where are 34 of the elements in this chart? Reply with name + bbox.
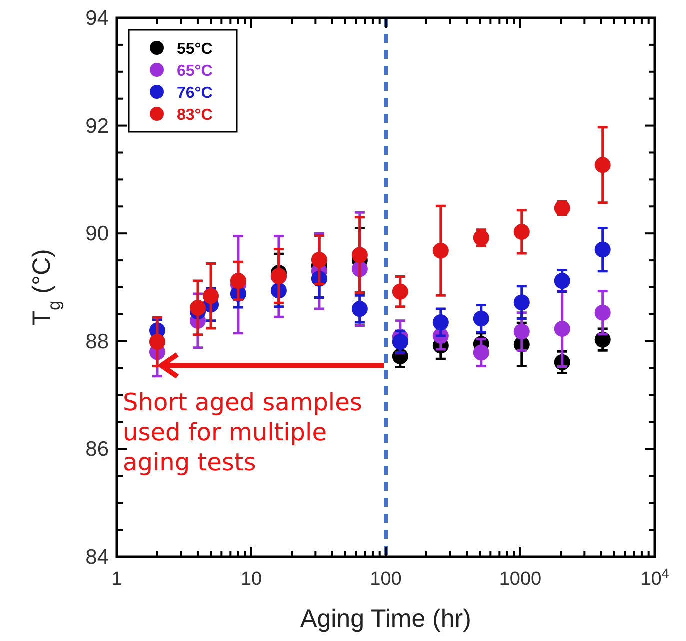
- x-tick-label: 100: [370, 569, 402, 590]
- point: [594, 157, 611, 174]
- point: [352, 301, 368, 318]
- point: [432, 314, 449, 331]
- y-tick-label: 92: [86, 114, 109, 138]
- y-tick-label: 88: [86, 330, 109, 354]
- point: [514, 324, 530, 340]
- point: [392, 334, 408, 350]
- annotation: Short aged samples used for multiple aging tests: [123, 388, 362, 477]
- point: [554, 273, 570, 290]
- point: [514, 294, 530, 311]
- x-tick-label: 10$^{4}$: [640, 566, 670, 590]
- point: [554, 321, 570, 338]
- y-tick-label: 86: [86, 438, 109, 462]
- legend-label: 76°C: [177, 85, 214, 102]
- point: [230, 273, 246, 290]
- point: [594, 242, 611, 258]
- point: [432, 242, 449, 259]
- point: [392, 284, 408, 300]
- y-tick-label: 90: [86, 222, 109, 246]
- legend-label: 83°C: [177, 107, 214, 124]
- x-tick-label: 10: [240, 569, 262, 590]
- legend-label: 55°C: [177, 41, 214, 58]
- y-tick-label: 84: [86, 546, 110, 569]
- point: [473, 310, 490, 327]
- point: [594, 304, 611, 321]
- point: [311, 252, 328, 268]
- legend-label: 65°C: [177, 63, 214, 80]
- x-tick-label: 1000: [499, 569, 542, 590]
- point: [473, 344, 490, 361]
- y-tick-label: 94: [86, 7, 110, 30]
- point: [514, 224, 530, 240]
- x-tick-label: 1: [112, 569, 122, 590]
- x-axis-title: Aging Time (hr): [300, 605, 472, 633]
